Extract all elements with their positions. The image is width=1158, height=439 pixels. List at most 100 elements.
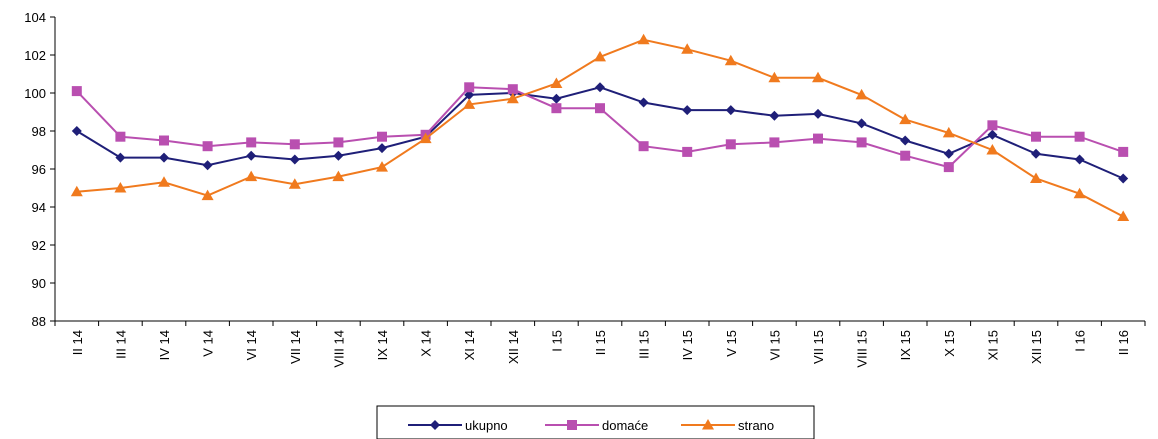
data-point xyxy=(159,135,169,146)
data-point xyxy=(377,131,387,142)
data-point xyxy=(856,118,867,129)
y-tick-label: 98 xyxy=(32,124,46,139)
series-ukupno xyxy=(71,82,1129,184)
data-point xyxy=(942,126,955,138)
data-point xyxy=(813,108,823,119)
x-tick-label: II 16 xyxy=(1116,330,1131,355)
data-point xyxy=(246,137,257,148)
x-tick-label: V 15 xyxy=(724,330,739,357)
data-point xyxy=(115,131,126,142)
data-point xyxy=(637,33,650,45)
legend-label: domaće xyxy=(602,418,648,433)
x-tick-label: II 14 xyxy=(70,330,85,355)
data-point xyxy=(724,54,737,66)
data-point xyxy=(986,144,999,155)
x-tick-label: IX 15 xyxy=(898,330,913,360)
data-point xyxy=(507,84,518,95)
data-point xyxy=(332,170,345,182)
legend: ukupno domaće strano xyxy=(376,405,815,439)
data-point xyxy=(202,160,213,171)
data-point xyxy=(1118,146,1129,157)
x-tick-label: XII 14 xyxy=(506,330,521,364)
data-point xyxy=(595,103,605,114)
data-point xyxy=(855,88,868,100)
data-point xyxy=(1031,131,1041,142)
x-tick-label: IV 14 xyxy=(157,330,172,360)
data-point xyxy=(594,50,606,62)
data-point xyxy=(71,86,82,97)
data-point xyxy=(725,139,736,150)
data-point xyxy=(463,98,476,109)
series-strano xyxy=(70,33,1130,221)
data-point xyxy=(376,161,388,172)
legend-label: strano xyxy=(738,418,774,433)
data-point xyxy=(551,103,562,114)
legend-item-ukupno: ukupno xyxy=(408,418,508,433)
x-tick-label: X 14 xyxy=(419,330,434,357)
data-point xyxy=(464,89,475,100)
x-tick-label: VI 15 xyxy=(767,330,782,360)
data-point xyxy=(202,141,213,152)
series-domaće xyxy=(71,82,1129,173)
data-point xyxy=(115,152,126,163)
data-point xyxy=(725,105,736,116)
x-tick-label: X 15 xyxy=(942,330,957,357)
data-point xyxy=(201,189,214,201)
data-point xyxy=(899,113,912,125)
x-tick-label: VI 14 xyxy=(244,330,259,360)
data-point xyxy=(987,129,998,140)
data-point xyxy=(289,154,300,165)
y-tick-label: 96 xyxy=(32,162,46,177)
data-point xyxy=(682,105,693,116)
data-point xyxy=(506,92,519,104)
data-point xyxy=(900,135,911,146)
data-point xyxy=(333,137,344,148)
y-axis: 88 90 92 94 96 98 100 102 104 xyxy=(24,10,56,329)
legend-marker xyxy=(567,420,577,430)
data-point xyxy=(159,152,169,163)
x-tick-label: XII 15 xyxy=(1029,330,1044,364)
x-tick-label: III 14 xyxy=(113,330,128,359)
data-point xyxy=(377,143,387,154)
data-point xyxy=(856,137,867,148)
x-tick-label: II 15 xyxy=(593,330,608,355)
x-tick-label: III 15 xyxy=(637,330,652,359)
x-tick-label: VIII 15 xyxy=(855,330,870,368)
y-tick-label: 100 xyxy=(24,86,46,101)
data-point xyxy=(1073,187,1086,199)
x-tick-label: VII 15 xyxy=(811,330,826,364)
data-point xyxy=(551,93,562,104)
data-point xyxy=(246,150,257,161)
legend-box xyxy=(376,405,815,439)
data-point xyxy=(987,120,998,131)
series-layer xyxy=(70,33,1130,221)
data-point xyxy=(900,150,911,161)
data-point xyxy=(943,148,954,159)
data-point xyxy=(769,137,780,148)
x-tick-label: IX 14 xyxy=(375,330,390,360)
legend-label: ukupno xyxy=(465,418,508,433)
x-axis: II 14 III 14 IV 14 V 14 VI 14 VII 14 VIII 14 IX… xyxy=(54,320,1146,368)
y-tick-label: 102 xyxy=(24,48,46,63)
x-tick-label: XI 14 xyxy=(462,330,477,360)
legend-item-strano: strano xyxy=(681,418,774,433)
series-line-ukupno xyxy=(76,86,1124,180)
series-line-domaće xyxy=(76,86,1124,169)
x-tick-label: I 16 xyxy=(1073,330,1088,352)
x-tick-label: VIII 14 xyxy=(331,330,346,368)
data-point xyxy=(813,133,823,144)
data-point xyxy=(1030,172,1042,183)
data-point xyxy=(681,43,694,54)
y-tick-label: 92 xyxy=(32,238,46,253)
y-tick-label: 90 xyxy=(32,276,46,291)
data-point xyxy=(638,97,649,108)
y-tick-label: 94 xyxy=(32,200,46,215)
data-point xyxy=(419,132,432,144)
data-point xyxy=(1074,131,1085,142)
data-point xyxy=(289,139,300,150)
data-point xyxy=(245,170,258,182)
data-point xyxy=(288,178,301,189)
data-point xyxy=(114,182,127,193)
data-point xyxy=(158,176,170,187)
